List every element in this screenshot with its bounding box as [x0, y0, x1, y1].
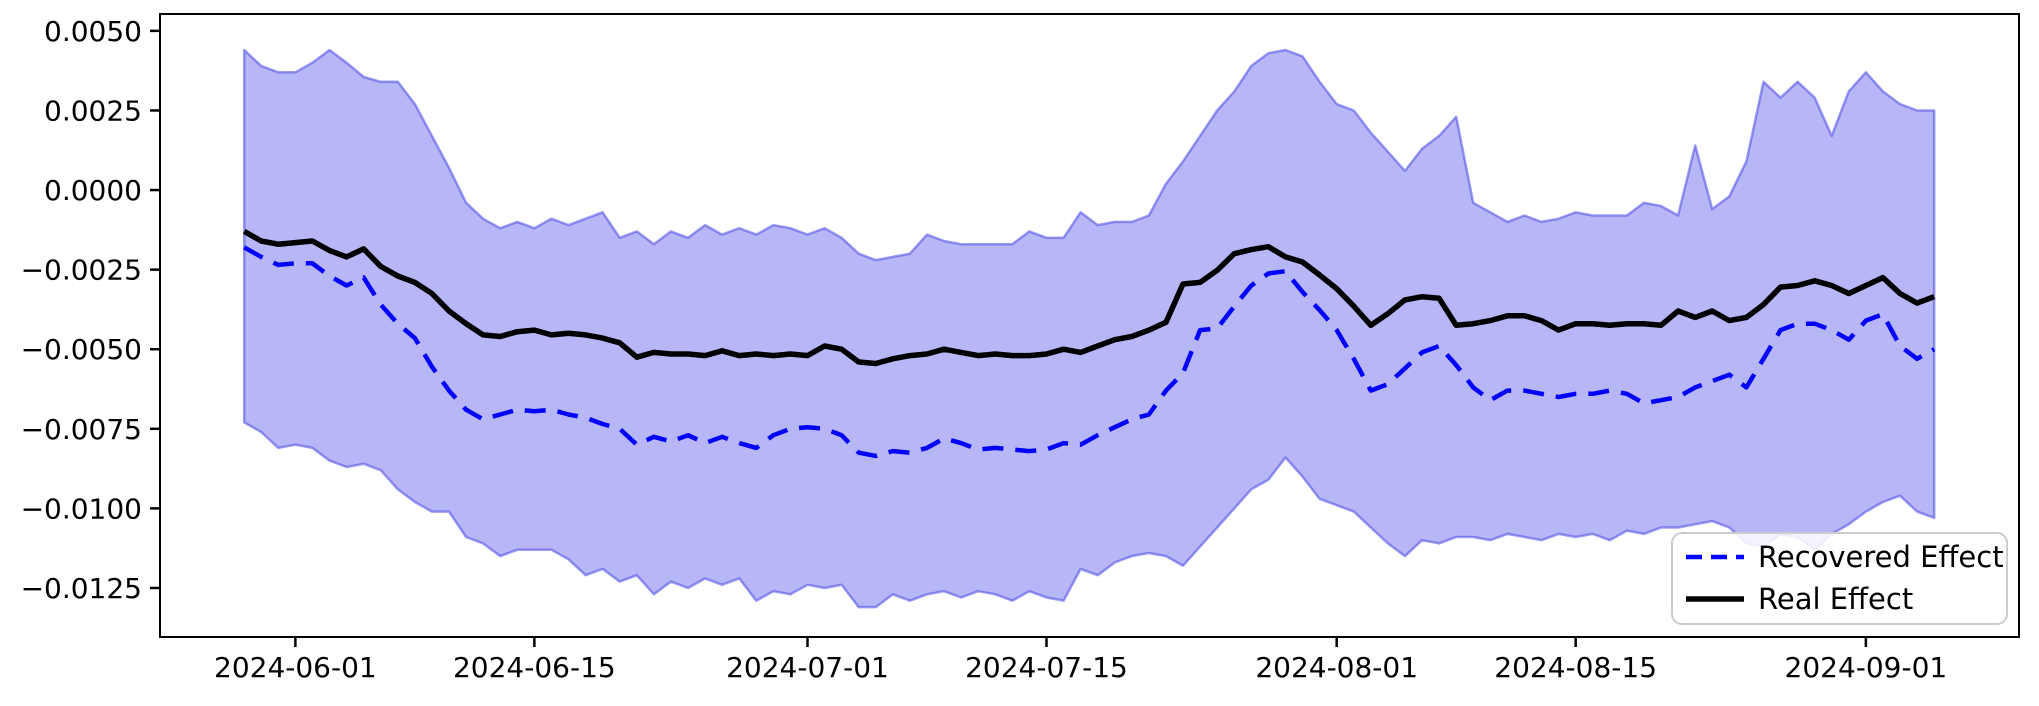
x-tick-label: 2024-08-01: [1255, 651, 1418, 684]
y-tick-label: −0.0100: [21, 492, 142, 525]
y-tick-label: −0.0050: [21, 333, 142, 366]
series-group: [242, 229, 1936, 459]
y-tick-label: 0.0025: [44, 94, 142, 127]
x-axis-ticks: 2024-06-01 2024-06-15 2024-07-01 2024-07-15…: [214, 637, 1947, 684]
y-tick-label: 0.0000: [44, 174, 142, 207]
legend-box: [1671, 532, 2008, 625]
y-tick-label: −0.0025: [21, 254, 142, 287]
real-effect-line: [242, 229, 1936, 367]
legend-label-real-effect: Real Effect: [1758, 582, 1913, 616]
legend-label-recovered-effect: Recovered Effect: [1758, 540, 2004, 574]
y-tick-label: −0.0125: [21, 572, 142, 605]
x-tick-label: 2024-06-01: [214, 651, 377, 684]
y-tick-label: −0.0075: [21, 413, 142, 446]
x-tick-label: 2024-06-15: [453, 651, 616, 684]
recovered-effect-line: [243, 245, 1936, 459]
plot-frame: [159, 13, 2020, 638]
y-axis-ticks: 0.0050 0.0025 0.0000 −0.0025 −0.0050 −0.0075 −…: [21, 15, 160, 605]
confidence-band-group: [242, 48, 1936, 609]
confidence-band: [242, 48, 1936, 609]
legend: Recovered Effect Real Effect: [1671, 532, 2008, 625]
x-tick-label: 2024-07-01: [726, 651, 889, 684]
x-tick-label: 2024-09-01: [1785, 651, 1948, 684]
x-tick-label: 2024-07-15: [965, 651, 1128, 684]
x-tick-label: 2024-08-15: [1494, 651, 1657, 684]
y-tick-label: 0.0050: [44, 15, 142, 48]
